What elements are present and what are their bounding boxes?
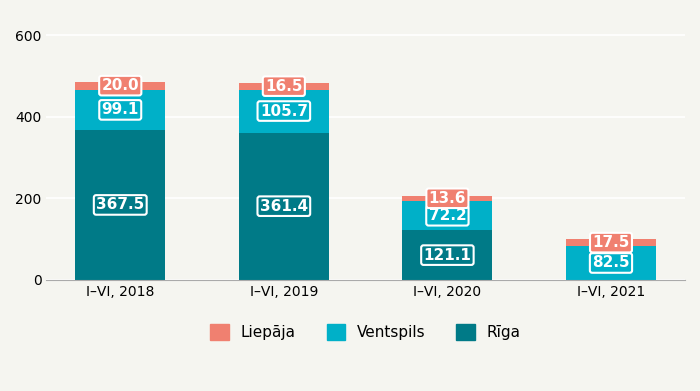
Bar xyxy=(402,201,492,230)
Bar xyxy=(239,83,329,90)
Bar xyxy=(239,133,329,280)
Text: 16.5: 16.5 xyxy=(265,79,302,94)
Bar xyxy=(239,90,329,133)
Text: 72.2: 72.2 xyxy=(428,208,466,223)
Bar xyxy=(566,239,656,246)
Bar xyxy=(402,230,492,280)
Bar xyxy=(402,196,492,201)
Text: 367.5: 367.5 xyxy=(96,197,144,212)
Legend: Liepāja, Ventspils, Rīga: Liepāja, Ventspils, Rīga xyxy=(204,318,527,346)
Text: 20.0: 20.0 xyxy=(102,78,139,93)
Text: 13.6: 13.6 xyxy=(428,191,466,206)
Bar xyxy=(76,82,165,90)
Text: 121.1: 121.1 xyxy=(424,248,471,263)
Bar xyxy=(566,246,656,280)
Text: 361.4: 361.4 xyxy=(260,199,308,213)
Text: 105.7: 105.7 xyxy=(260,104,308,118)
Text: 99.1: 99.1 xyxy=(102,102,139,117)
Text: 82.5: 82.5 xyxy=(592,255,630,271)
Bar xyxy=(76,90,165,130)
Bar xyxy=(76,130,165,280)
Text: 17.5: 17.5 xyxy=(592,235,630,250)
